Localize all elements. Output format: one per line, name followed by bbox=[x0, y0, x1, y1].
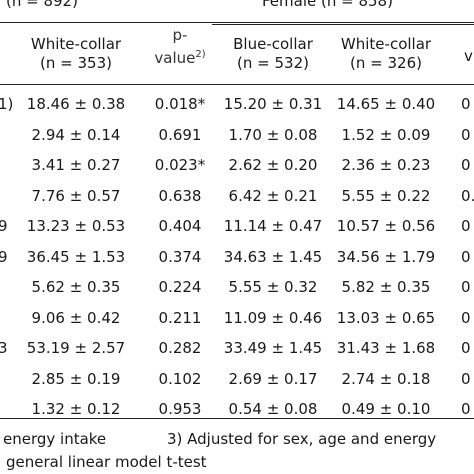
cell-white-male: 5.62 ± 0.35 bbox=[31, 278, 121, 296]
cell-white-male: 9.06 ± 0.42 bbox=[31, 309, 121, 327]
cell-blue-female: 11.09 ± 0.46 bbox=[223, 309, 323, 327]
cell-white-female: 34.56 ± 1.79 bbox=[336, 248, 436, 266]
row-right-cut: 0 bbox=[461, 217, 471, 235]
row-right-cut: 0.0 bbox=[461, 187, 474, 205]
cell-white-female: 31.43 ± 1.68 bbox=[336, 339, 436, 357]
cell-white-male: 1.32 ± 0.12 bbox=[31, 400, 121, 418]
row-right-cut: 0 bbox=[461, 126, 471, 144]
female-group-rule bbox=[212, 24, 474, 25]
cell-blue-female: 11.14 ± 0.47 bbox=[223, 217, 323, 235]
cell-white-male: 3.41 ± 0.27 bbox=[31, 156, 121, 174]
bottom-rule bbox=[0, 418, 474, 419]
row-right-cut: 0 bbox=[461, 339, 471, 357]
col-header-right-cut: v bbox=[464, 47, 473, 65]
female-group-header: Female (n = 858) bbox=[262, 0, 393, 10]
cell-blue-female: 2.69 ± 0.17 bbox=[228, 370, 318, 388]
cell-white-female: 2.36 ± 0.23 bbox=[341, 156, 431, 174]
row-right-cut: 0 bbox=[461, 370, 471, 388]
cell-white-male: 36.45 ± 1.53 bbox=[26, 248, 126, 266]
male-group-header: (n = 892) bbox=[6, 0, 78, 10]
cell-pvalue: 0.691 bbox=[158, 126, 202, 144]
cell-blue-female: 2.62 ± 0.20 bbox=[228, 156, 318, 174]
cell-pvalue: 0.953 bbox=[158, 400, 202, 418]
cell-white-male: 13.23 ± 0.53 bbox=[26, 217, 126, 235]
row-right-cut: 0 bbox=[461, 156, 471, 174]
header-rule bbox=[0, 84, 474, 85]
cell-blue-female: 5.55 ± 0.32 bbox=[228, 278, 318, 296]
pvalue-header-line1: p- bbox=[172, 26, 188, 44]
pvalue-header-sup: 2) bbox=[195, 49, 206, 60]
cell-pvalue: 0.023* bbox=[154, 156, 206, 174]
row-left-cut: 9 bbox=[0, 248, 8, 266]
cell-white-male: 2.94 ± 0.14 bbox=[31, 126, 121, 144]
cell-white-female: 2.74 ± 0.18 bbox=[341, 370, 431, 388]
row-left-cut: 9 bbox=[0, 217, 8, 235]
row-right-cut: 0 bbox=[461, 309, 471, 327]
cell-white-female: 1.52 ± 0.09 bbox=[341, 126, 431, 144]
row-right-cut: 0 bbox=[461, 248, 471, 266]
cell-pvalue: 0.102 bbox=[158, 370, 202, 388]
col-header-white-female-label: White-collar bbox=[340, 35, 432, 53]
col-header-white-female: White-collar (n = 326) bbox=[341, 35, 431, 73]
row-right-cut: 0 bbox=[461, 278, 471, 296]
cell-white-female: 10.57 ± 0.56 bbox=[336, 217, 436, 235]
cell-white-female: 13.03 ± 0.65 bbox=[336, 309, 436, 327]
cell-blue-female: 15.20 ± 0.31 bbox=[223, 95, 323, 113]
footnote-line1-right: 3) Adjusted for sex, age and energy bbox=[167, 430, 437, 448]
col-header-white-male: White-collar (n = 353) bbox=[31, 35, 121, 73]
cell-pvalue: 0.224 bbox=[158, 278, 202, 296]
top-rule bbox=[0, 22, 474, 23]
col-header-white-male-n: (n = 353) bbox=[40, 54, 112, 72]
cell-blue-female: 33.49 ± 1.45 bbox=[223, 339, 323, 357]
cell-white-male: 2.85 ± 0.19 bbox=[31, 370, 121, 388]
cell-white-female: 0.49 ± 0.10 bbox=[341, 400, 431, 418]
col-header-white-female-n: (n = 326) bbox=[350, 54, 422, 72]
col-header-blue-female-n: (n = 532) bbox=[237, 54, 309, 72]
cell-white-female: 5.55 ± 0.22 bbox=[341, 187, 431, 205]
cell-blue-female: 6.42 ± 0.21 bbox=[228, 187, 318, 205]
col-header-white-male-label: White-collar bbox=[30, 35, 122, 53]
cell-white-male: 7.76 ± 0.57 bbox=[31, 187, 121, 205]
col-header-pvalue: p- value2) bbox=[154, 26, 205, 68]
cell-white-female: 14.65 ± 0.40 bbox=[336, 95, 436, 113]
row-left-cut: 3 bbox=[0, 339, 8, 357]
footnote-line2: general linear model t-test bbox=[6, 453, 207, 471]
col-header-blue-female: Blue-collar (n = 532) bbox=[233, 35, 313, 73]
cell-pvalue: 0.374 bbox=[158, 248, 202, 266]
cell-white-male: 53.19 ± 2.57 bbox=[26, 339, 126, 357]
cell-pvalue: 0.638 bbox=[158, 187, 202, 205]
cell-pvalue: 0.211 bbox=[158, 309, 202, 327]
cell-pvalue: 0.404 bbox=[158, 217, 202, 235]
col-header-blue-female-label: Blue-collar bbox=[233, 35, 313, 53]
footnote-line1-left: energy intake bbox=[3, 430, 107, 448]
cell-pvalue: 0.018* bbox=[154, 95, 206, 113]
row-left-cut: 1) bbox=[0, 95, 14, 113]
cell-white-female: 5.82 ± 0.35 bbox=[341, 278, 431, 296]
cell-blue-female: 34.63 ± 1.45 bbox=[223, 248, 323, 266]
cell-pvalue: 0.282 bbox=[158, 339, 202, 357]
cell-blue-female: 0.54 ± 0.08 bbox=[228, 400, 318, 418]
row-right-cut: 0 bbox=[461, 95, 471, 113]
pvalue-header-line2: value bbox=[154, 49, 196, 67]
cell-white-male: 18.46 ± 0.38 bbox=[26, 95, 126, 113]
cell-blue-female: 1.70 ± 0.08 bbox=[228, 126, 318, 144]
row-right-cut: 0 bbox=[461, 400, 471, 418]
